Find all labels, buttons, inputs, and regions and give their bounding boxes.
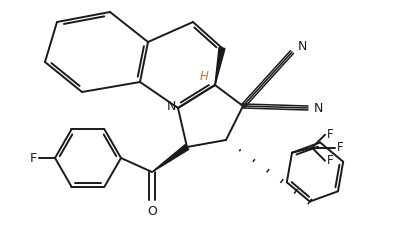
Text: F: F [326, 154, 333, 167]
Polygon shape [152, 145, 188, 172]
Text: N: N [313, 101, 323, 114]
Text: F: F [326, 128, 333, 141]
Text: F: F [336, 141, 343, 154]
Polygon shape [214, 47, 225, 85]
Text: F: F [30, 151, 37, 165]
Text: O: O [147, 205, 157, 218]
Text: N: N [166, 101, 175, 114]
Text: N: N [297, 39, 307, 52]
Text: H: H [199, 71, 208, 84]
